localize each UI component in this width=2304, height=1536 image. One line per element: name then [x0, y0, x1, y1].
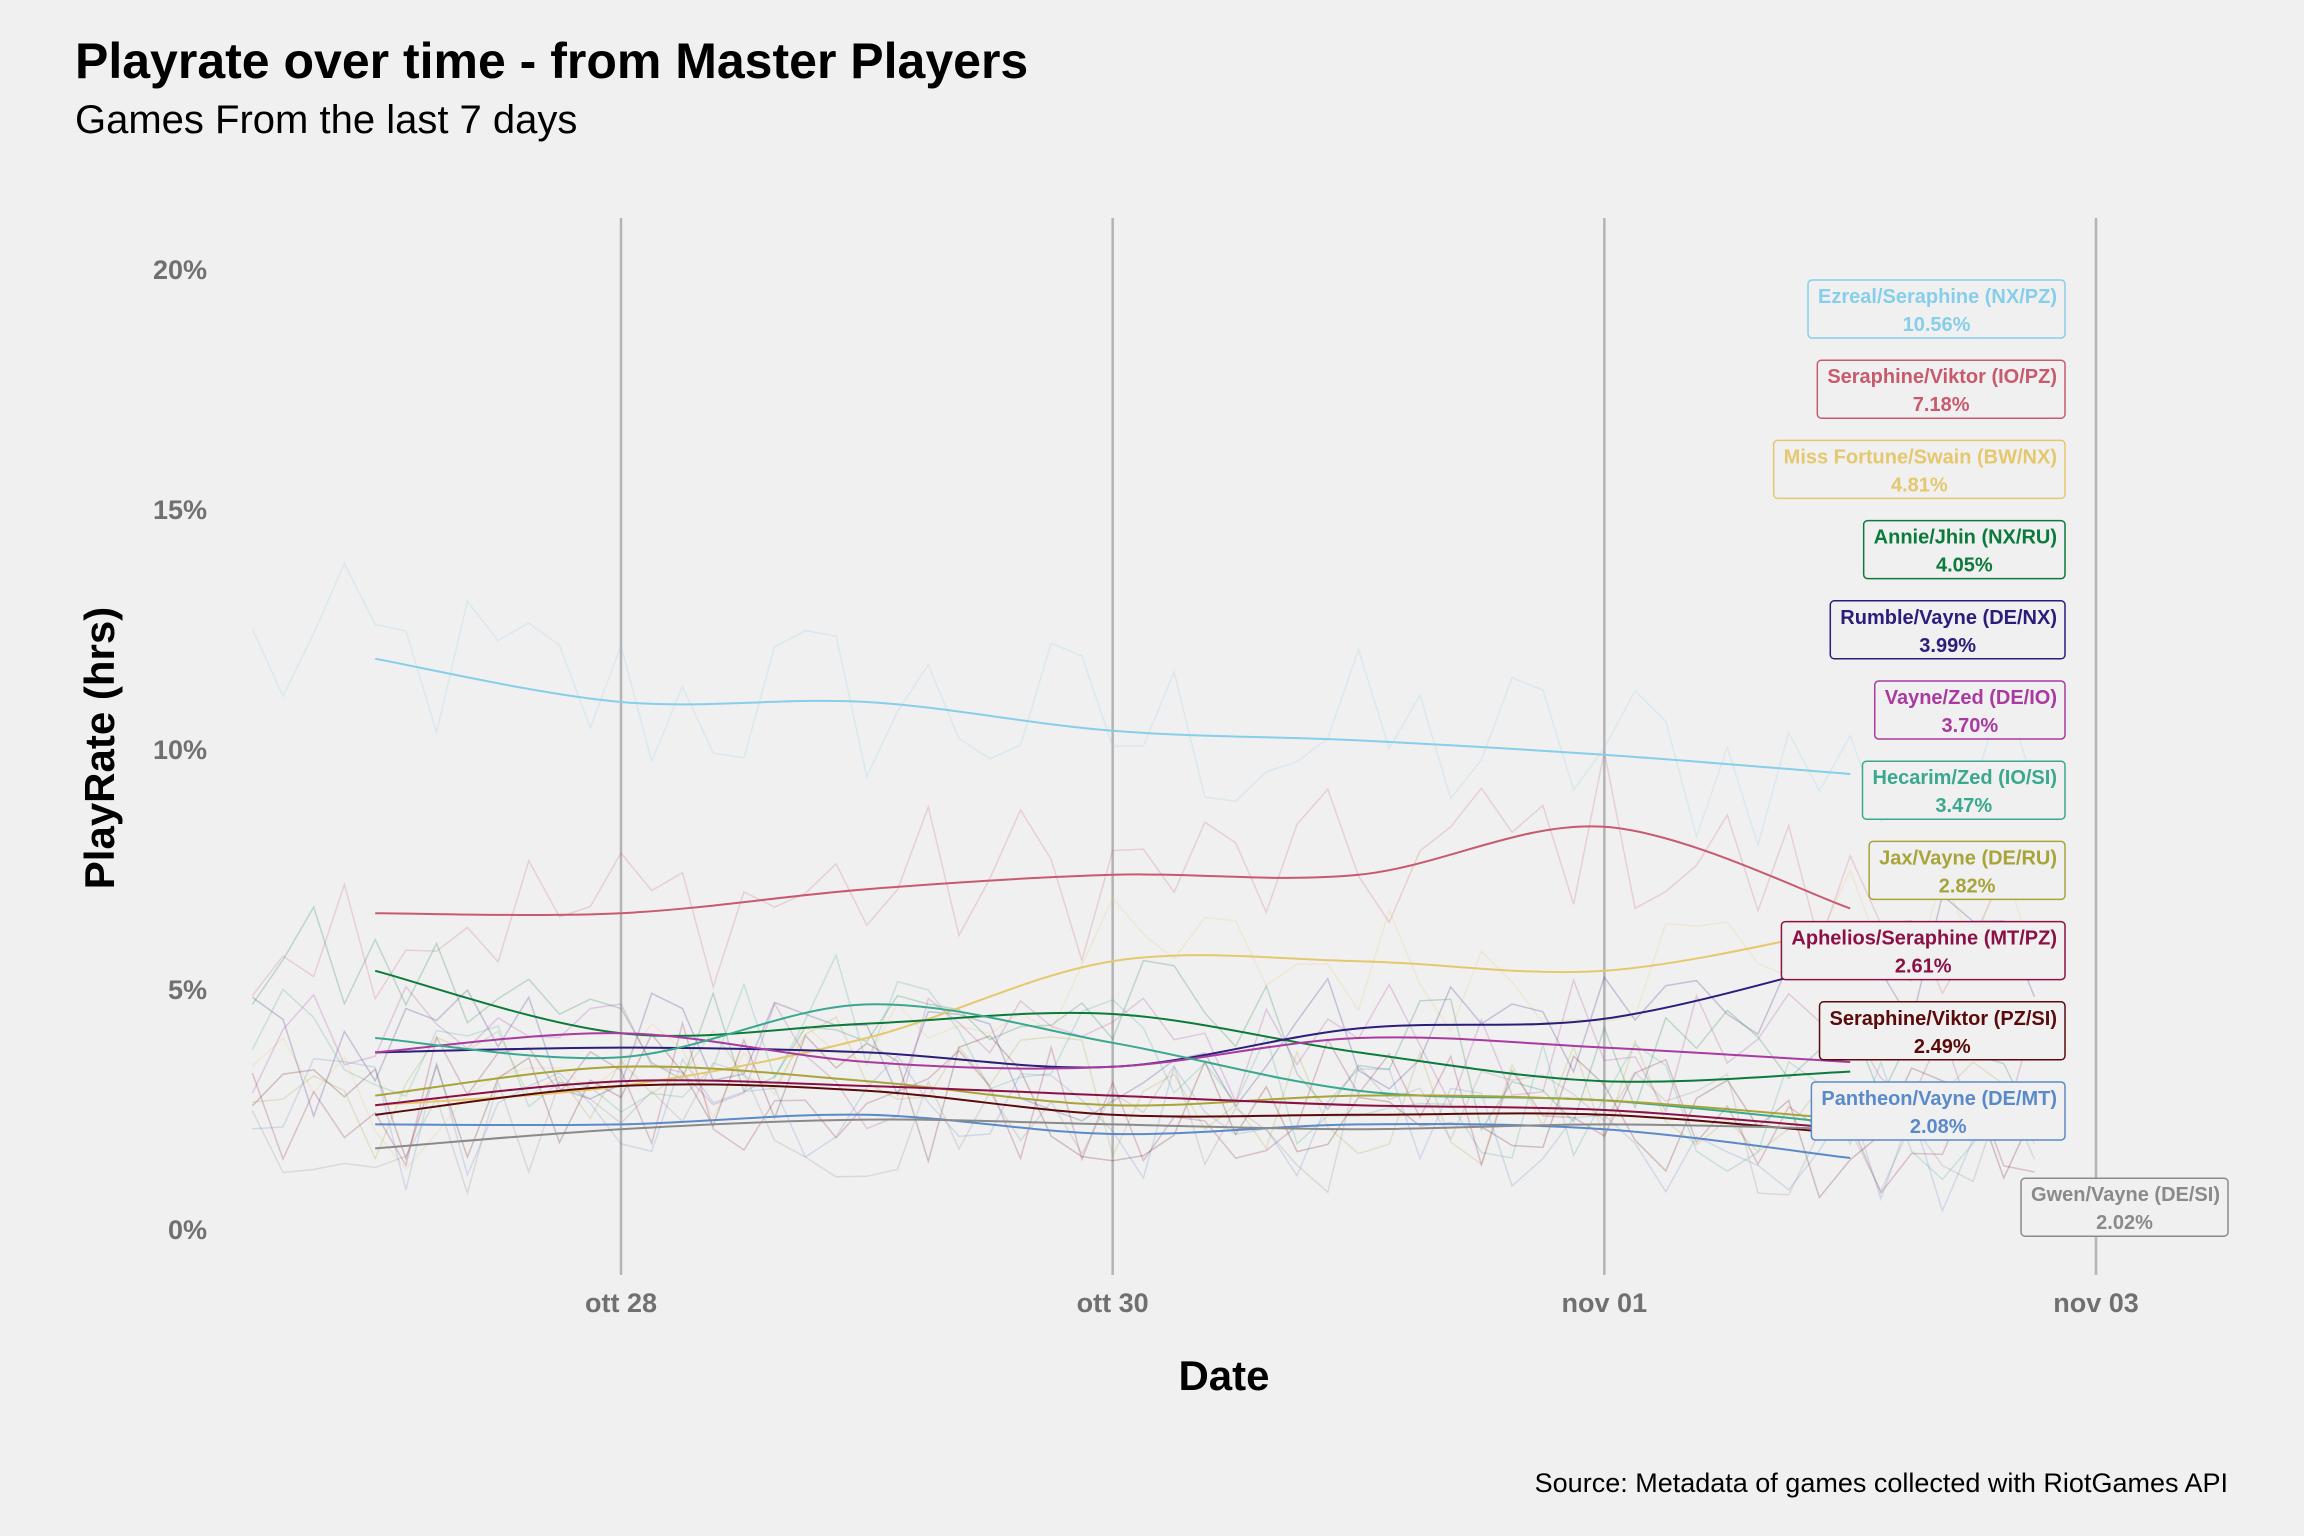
raw-series-line	[251, 751, 2035, 1001]
series-end-label: Rumble/Vayne (DE/NX) 3.99%	[1829, 600, 2066, 660]
series-value-label: 2.02%	[2096, 1212, 2153, 1234]
series-value-label: 3.99%	[1919, 635, 1976, 657]
series-name-label: Pantheon/Vayne (DE/MT)	[1821, 1088, 2057, 1110]
series-name-label: Hecarim/Zed (IO/SI)	[1873, 767, 2058, 789]
raw-series-line	[251, 1061, 2036, 1196]
series-name-label: Miss Fortune/Swain (BW/NX)	[1784, 446, 2057, 468]
chart-title: Playrate over time - from Master Players	[75, 33, 1029, 89]
series-value-label: 2.61%	[1895, 956, 1952, 978]
raw-series-line	[251, 1032, 2036, 1200]
series-trend-line	[375, 1118, 1851, 1150]
label-box	[1861, 760, 2066, 820]
raw-series-line	[251, 952, 2035, 1181]
series-value-label: 2.82%	[1939, 875, 1996, 897]
x-axis-ticks: ott 28 ott 30 nov 01 nov 03	[585, 1288, 2139, 1318]
series-value-label: 2.08%	[1910, 1116, 1967, 1138]
raw-series-line	[252, 1016, 2036, 1166]
label-box	[1818, 1001, 2066, 1061]
x-tick-label: ott 30	[1077, 1288, 1149, 1318]
y-tick-label: 10%	[153, 735, 207, 765]
end-labels-layer: Ezreal/Seraphine (NX/PZ) 10.56% Seraphine/…	[1772, 279, 2229, 1237]
x-tick-label: nov 03	[2053, 1288, 2139, 1318]
y-axis-ticks: 0% 5% 10% 15% 20%	[153, 255, 207, 1245]
label-box	[1829, 600, 2066, 660]
series-value-label: 10.56%	[1903, 314, 1971, 336]
series-value-label: 7.18%	[1913, 394, 1970, 416]
series-trend-line	[375, 1083, 1851, 1135]
series-name-label: Seraphine/Viktor (PZ/SI)	[1830, 1008, 2057, 1030]
raw-series-line	[252, 1054, 2035, 1213]
gridlines	[619, 218, 2098, 1275]
series-value-label: 3.70%	[1942, 715, 1999, 737]
series-end-label: Seraphine/Viktor (PZ/SI) 2.49%	[1818, 1001, 2066, 1061]
y-tick-label: 5%	[168, 975, 207, 1005]
series-end-label: Pantheon/Vayne (DE/MT) 2.08%	[1810, 1081, 2066, 1141]
label-box	[1816, 359, 2066, 419]
series-end-label: Hecarim/Zed (IO/SI) 3.47%	[1861, 760, 2066, 820]
raw-series-line	[251, 561, 2036, 848]
series-name-label: Vayne/Zed (DE/IO)	[1885, 687, 2057, 709]
trend-lines-layer	[374, 657, 1851, 1159]
source-caption: Source: Metadata of games collected with…	[1534, 1468, 2228, 1498]
series-name-label: Ezreal/Seraphine (NX/PZ)	[1818, 286, 2057, 308]
series-trend-line	[375, 1113, 1851, 1159]
series-end-label: Aphelios/Seraphine (MT/PZ) 2.61%	[1780, 920, 2066, 981]
series-trend-line	[375, 1065, 1851, 1121]
raw-series-line	[251, 860, 2036, 1171]
series-name-label: Jax/Vayne (DE/RU)	[1879, 847, 2057, 869]
label-box	[1772, 439, 2066, 500]
x-tick-label: nov 01	[1562, 1288, 1648, 1318]
label-box	[2020, 1177, 2229, 1237]
raw-series-line	[251, 893, 2036, 1122]
raw-series-line	[251, 905, 2036, 1132]
series-name-label: Annie/Jhin (NX/RU)	[1874, 527, 2057, 549]
label-box	[1807, 279, 2066, 339]
series-name-label: Aphelios/Seraphine (MT/PZ)	[1791, 928, 2057, 950]
y-tick-label: 0%	[168, 1215, 207, 1245]
series-end-label: Jax/Vayne (DE/RU) 2.82%	[1868, 840, 2066, 901]
series-name-label: Seraphine/Viktor (IO/PZ)	[1827, 366, 2057, 388]
series-end-label: Vayne/Zed (DE/IO) 3.70%	[1873, 680, 2066, 740]
series-end-label: Miss Fortune/Swain (BW/NX) 4.81%	[1772, 439, 2066, 500]
x-tick-label: ott 28	[585, 1288, 657, 1318]
y-axis-title: PlayRate (hrs)	[76, 607, 123, 889]
series-end-label: Gwen/Vayne (DE/SI) 2.02%	[2020, 1177, 2229, 1237]
series-value-label: 3.47%	[1935, 795, 1992, 817]
y-tick-label: 20%	[153, 255, 207, 285]
series-trend-line	[375, 825, 1851, 916]
series-end-label: Ezreal/Seraphine (NX/PZ) 10.56%	[1807, 279, 2066, 339]
x-axis-title: Date	[1178, 1352, 1269, 1399]
series-value-label: 2.49%	[1914, 1036, 1971, 1058]
label-box	[1862, 519, 2066, 580]
series-name-label: Rumble/Vayne (DE/NX)	[1840, 607, 2057, 629]
series-trend-line	[375, 657, 1851, 775]
label-box	[1873, 680, 2066, 740]
series-end-label: Annie/Jhin (NX/RU) 4.05%	[1862, 519, 2066, 580]
label-box	[1868, 840, 2066, 901]
series-value-label: 4.81%	[1891, 474, 1948, 496]
label-box	[1780, 920, 2066, 981]
chart-subtitle: Games From the last 7 days	[75, 98, 578, 142]
raw-series-layer	[251, 561, 2036, 1213]
y-tick-label: 15%	[153, 495, 207, 525]
series-name-label: Gwen/Vayne (DE/SI)	[2031, 1184, 2220, 1206]
label-box	[1810, 1081, 2066, 1141]
series-trend-line	[375, 1032, 1851, 1070]
series-value-label: 4.05%	[1936, 555, 1993, 577]
series-trend-line	[375, 1079, 1851, 1131]
series-end-label: Seraphine/Viktor (IO/PZ) 7.18%	[1816, 359, 2066, 419]
